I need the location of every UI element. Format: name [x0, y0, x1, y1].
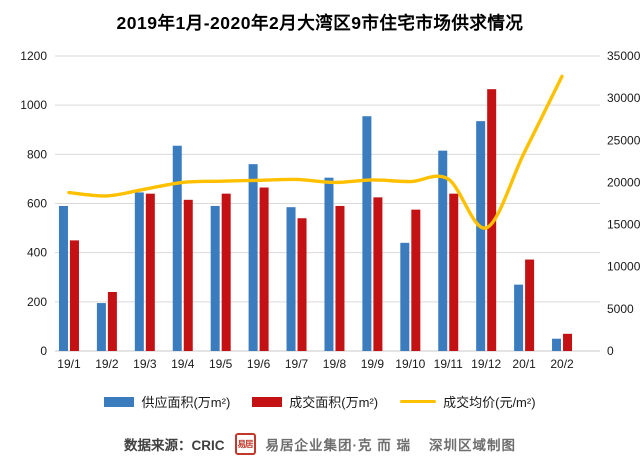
chart-footer: 数据来源：CRIC 易居 易居企业集团·克 而 瑞 深圳区域制图 — [0, 433, 640, 455]
chart-area: 0 200 400 600 800 1000 1200 0 5000 10000 15000 2000… — [0, 44, 640, 384]
svg-text:1200: 1200 — [20, 49, 47, 63]
left-axis-ticks: 0 200 400 600 800 1000 1200 — [20, 49, 47, 358]
legend-item-supply: 供应面积(万m²) — [104, 392, 230, 411]
svg-text:0: 0 — [607, 344, 614, 358]
data-source-label: 数据来源：CRIC — [124, 438, 225, 453]
legend-item-price: 成交均价(元/m²) — [400, 392, 536, 411]
legend-price-label: 成交均价(元/m²) — [443, 395, 536, 410]
svg-text:600: 600 — [27, 197, 47, 211]
svg-text:19/7: 19/7 — [285, 357, 309, 371]
svg-text:20000: 20000 — [607, 175, 640, 189]
sold-swatch-icon — [252, 396, 283, 407]
svg-text:25000: 25000 — [607, 133, 640, 147]
sold-bars — [69, 89, 573, 351]
brand-label: 易居企业集团·克 而 瑞 — [265, 438, 411, 453]
svg-text:20/2: 20/2 — [550, 357, 574, 371]
svg-text:20/1: 20/1 — [512, 357, 536, 371]
svg-text:19/3: 19/3 — [133, 357, 157, 371]
svg-text:19/5: 19/5 — [209, 357, 233, 371]
svg-text:19/11: 19/11 — [434, 357, 463, 371]
chart-svg: 0 200 400 600 800 1000 1200 0 5000 10000 15000 2000… — [20, 49, 640, 371]
svg-text:1000: 1000 — [20, 98, 47, 112]
chart-title: 2019年1月-2020年2月大湾区9市住宅市场供求情况 — [116, 12, 524, 33]
svg-text:15000: 15000 — [607, 218, 640, 232]
svg-text:19/10: 19/10 — [395, 357, 425, 371]
svg-text:400: 400 — [27, 246, 47, 260]
svg-text:10000: 10000 — [607, 260, 640, 274]
chart-legend: 供应面积(万m²) 成交面积(万m²) 成交均价(元/m²) — [0, 392, 640, 411]
region-label: 深圳区域制图 — [429, 438, 516, 453]
legend-sold-label: 成交面积(万m²) — [289, 395, 379, 410]
right-axis-ticks: 0 5000 10000 15000 20000 25000 30000 35000 — [607, 49, 640, 358]
ehouse-seal-icon: 易居 — [234, 433, 256, 455]
svg-text:200: 200 — [27, 295, 47, 309]
price-swatch-icon — [400, 399, 437, 404]
x-axis-labels: 19/1 19/2 19/3 19/4 19/5 19/6 19/7 19/8 19/9 19/1… — [57, 357, 574, 371]
svg-text:800: 800 — [27, 147, 47, 161]
supply-swatch-icon — [104, 396, 135, 407]
svg-text:19/2: 19/2 — [95, 357, 119, 371]
legend-supply-label: 供应面积(万m²) — [141, 395, 231, 410]
price-line — [67, 74, 564, 230]
svg-text:30000: 30000 — [607, 91, 640, 105]
svg-text:0: 0 — [40, 344, 47, 358]
svg-text:19/8: 19/8 — [323, 357, 347, 371]
svg-text:19/9: 19/9 — [361, 357, 385, 371]
svg-text:35000: 35000 — [607, 49, 640, 63]
svg-text:19/12: 19/12 — [471, 357, 501, 371]
svg-text:5000: 5000 — [607, 302, 634, 316]
legend-item-sold: 成交面积(万m²) — [252, 392, 378, 411]
svg-text:19/4: 19/4 — [171, 357, 195, 371]
svg-text:19/6: 19/6 — [247, 357, 271, 371]
supply-bars — [58, 116, 562, 352]
svg-text:19/1: 19/1 — [57, 357, 81, 371]
